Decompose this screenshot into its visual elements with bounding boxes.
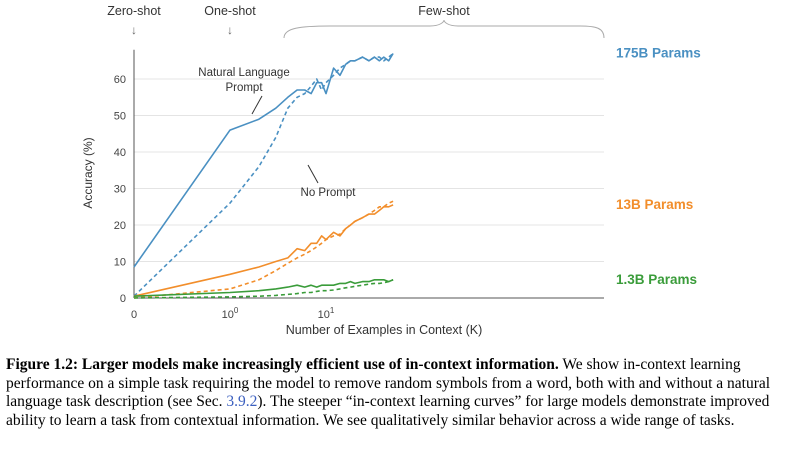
x-axis-label: Number of Examples in Context (K): [286, 323, 483, 337]
x-tick-label: 101: [318, 306, 335, 321]
caption-text-1: We show in-context learning performance …: [6, 356, 771, 411]
x-tick-label: 100: [222, 306, 239, 321]
gridlines: [134, 78, 604, 262]
chart-labels: 175B Params 13B Params 1.3B Params Zero-sho…: [107, 4, 701, 287]
series-line: [133, 279, 394, 299]
series-line: [133, 279, 394, 297]
series-line: [133, 52, 394, 297]
caption-section-ref[interactable]: 3.9.2: [226, 393, 258, 411]
regime-label-few-shot: Few-shot: [418, 4, 470, 18]
caption-text-2: ). The steeper “in-context learning curv…: [6, 393, 770, 429]
y-tick-label: 60: [114, 74, 126, 86]
down-arrow-icon: ↓: [131, 23, 137, 37]
few-shot-brace: [283, 19, 605, 39]
series-line: [133, 204, 394, 297]
y-tick-label: 50: [114, 111, 126, 123]
caption-figure-label: Figure 1.2: Larger models make increasin…: [6, 356, 559, 373]
series-line: [133, 53, 394, 268]
y-tick-label: 0: [120, 293, 126, 305]
y-tick-label: 40: [114, 147, 126, 159]
regime-label-zero-shot: Zero-shot: [107, 4, 161, 18]
annotation-pointer: [251, 95, 263, 115]
series-line: [133, 200, 394, 299]
y-tick-label: 20: [114, 220, 126, 232]
x-tick-label: 0: [131, 309, 137, 321]
axes: 0 10 20 30 40 50 60 0 100 101 Number of Examples i…: [81, 49, 604, 337]
chart-figure: 0 10 20 30 40 50 60 0 100 101 Number of Examples i…: [81, 4, 701, 337]
annotation-natural-language-line1: Natural Language: [198, 67, 289, 79]
series-lines: [133, 52, 394, 299]
annotation-pointer: [307, 164, 319, 184]
regime-label-one-shot: One-shot: [204, 4, 256, 18]
series-label: 13B Params: [616, 197, 693, 212]
down-arrow-icon: ↓: [227, 23, 233, 37]
figure-caption: Figure 1.2: Larger models make increasin…: [6, 356, 786, 430]
y-tick-label: 10: [114, 257, 126, 269]
y-tick-label: 30: [114, 184, 126, 196]
series-label: 175B Params: [616, 45, 701, 60]
annotation-no-prompt: No Prompt: [301, 187, 357, 199]
series-label: 1.3B Params: [616, 272, 697, 287]
y-axis-label: Accuracy (%): [81, 137, 95, 208]
annotation-natural-language-line2: Prompt: [225, 82, 263, 94]
